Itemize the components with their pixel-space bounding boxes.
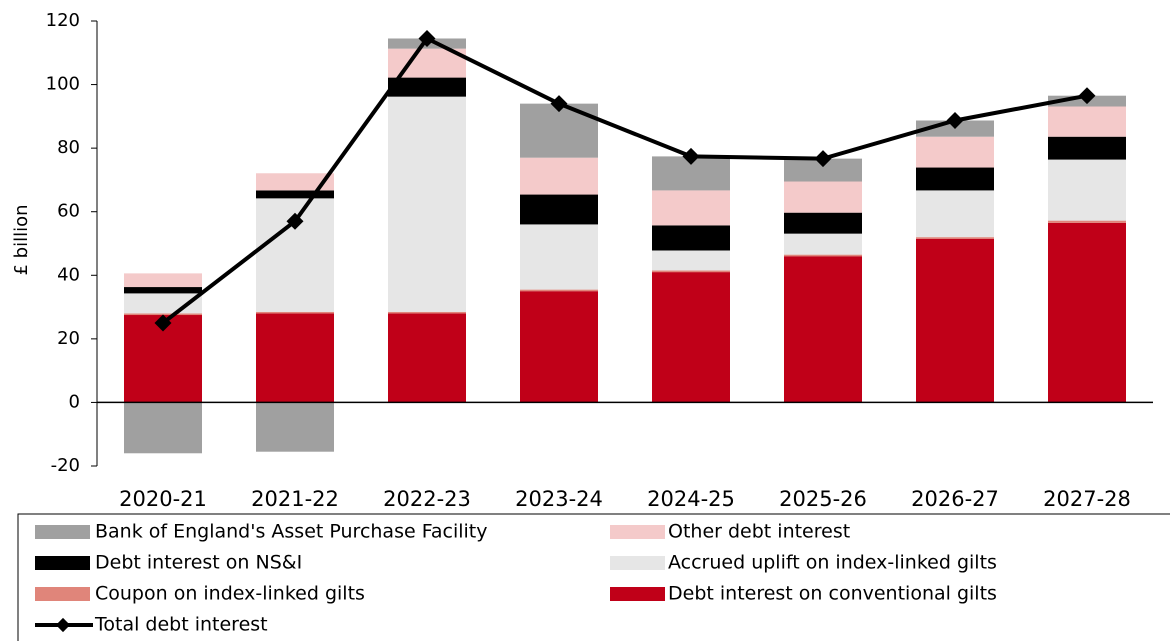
- x-tick-label: 2026-27: [911, 487, 999, 511]
- bar-segment: [652, 272, 730, 403]
- total-marker: [814, 150, 832, 168]
- total-marker: [154, 314, 172, 332]
- bar-segment: [520, 291, 598, 403]
- bar-segment: [520, 194, 598, 225]
- legend-label: Debt interest on conventional gilts: [668, 583, 997, 605]
- bar-segment: [124, 402, 202, 454]
- bar-segment: [784, 181, 862, 213]
- legend-swatch: [610, 556, 665, 570]
- bar-segment: [652, 190, 730, 226]
- bar-segment: [520, 289, 598, 292]
- bar-segment: [784, 256, 862, 403]
- total-marker: [286, 212, 304, 230]
- bar-segment: [1048, 220, 1126, 223]
- bar-segment: [256, 402, 334, 452]
- y-tick-label: 40: [57, 264, 80, 285]
- y-axis-label: £ billion: [11, 204, 32, 275]
- bar-segment: [1048, 136, 1126, 160]
- bar-segment: [124, 313, 202, 316]
- bar-segment: [1048, 159, 1126, 221]
- legend-label: Bank of England's Asset Purchase Facilit…: [95, 521, 488, 543]
- legend-label: Debt interest on NS&I: [95, 552, 302, 574]
- x-tick-label: 2022-23: [383, 487, 471, 511]
- bar-segment: [256, 190, 334, 199]
- bar-segment: [652, 250, 730, 271]
- legend-swatch: [35, 525, 90, 539]
- y-tick-label: 80: [57, 137, 80, 158]
- x-tick-label: 2023-24: [515, 487, 603, 511]
- bar-segment: [1048, 222, 1126, 403]
- total-marker: [682, 147, 700, 165]
- legend-swatch: [610, 587, 665, 601]
- bar-segment: [520, 157, 598, 195]
- bar-segment: [124, 273, 202, 288]
- bar-segment: [916, 190, 994, 238]
- bar-segment: [652, 225, 730, 251]
- bar-segment: [916, 167, 994, 191]
- bar-segment: [520, 224, 598, 290]
- bar-segment: [916, 136, 994, 168]
- legend-label: Total debt interest: [94, 614, 268, 636]
- x-tick-label: 2024-25: [647, 487, 735, 511]
- legend-label: Accrued uplift on index-linked gilts: [668, 552, 997, 574]
- bar-segment: [256, 173, 334, 191]
- legend-swatch: [35, 587, 90, 601]
- x-tick-label: 2020-21: [119, 487, 207, 511]
- total-marker: [550, 95, 568, 113]
- bar-segment: [916, 237, 994, 239]
- y-tick-label: 0: [69, 391, 80, 412]
- bar-segment: [784, 158, 862, 182]
- bar-segment: [388, 311, 466, 314]
- legend-swatch: [610, 525, 665, 539]
- bar-segment: [388, 77, 466, 97]
- total-line: [161, 35, 1088, 325]
- bar-segment: [784, 254, 862, 257]
- x-tick-label: 2021-22: [251, 487, 339, 511]
- bar-segment: [1048, 106, 1126, 137]
- bar-segment: [256, 311, 334, 314]
- bar-segment: [784, 212, 862, 234]
- total-marker: [946, 112, 964, 129]
- y-tick-label: -20: [51, 455, 80, 476]
- legend-box: [17, 513, 1170, 641]
- legend-label: Other debt interest: [668, 521, 850, 543]
- bar-segment: [388, 313, 466, 403]
- bar-segment: [652, 270, 730, 273]
- bar-segment: [256, 313, 334, 403]
- bar-segment: [388, 96, 466, 312]
- bar-segment: [784, 233, 862, 255]
- y-tick-label: 120: [46, 10, 80, 31]
- bar-segment: [124, 287, 202, 294]
- legend-marker: [55, 617, 71, 633]
- y-tick-label: 60: [57, 201, 80, 222]
- y-tick-label: 20: [57, 328, 80, 349]
- legend-swatch: [35, 556, 90, 570]
- x-tick-label: 2027-28: [1043, 487, 1131, 511]
- y-tick-label: 100: [46, 74, 80, 95]
- bar-segment: [916, 238, 994, 403]
- x-tick-label: 2025-26: [779, 487, 867, 511]
- legend-label: Coupon on index-linked gilts: [95, 583, 365, 605]
